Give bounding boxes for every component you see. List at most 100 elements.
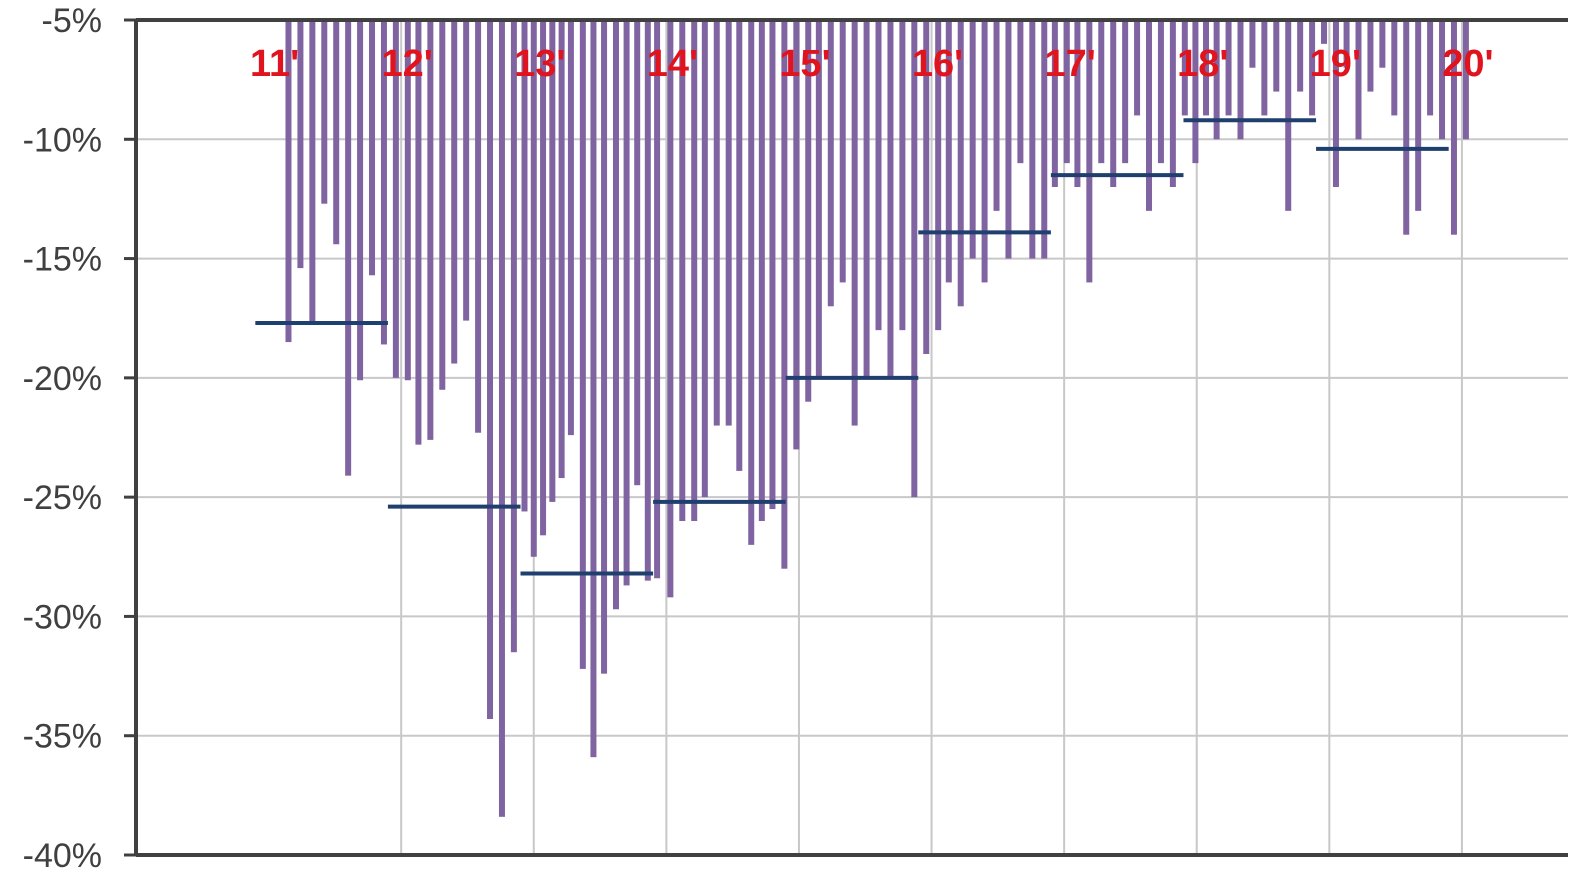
bar	[725, 20, 732, 426]
bar	[1029, 20, 1036, 259]
bar	[691, 20, 698, 521]
bar	[392, 20, 399, 378]
x-tick-label: 15'	[779, 43, 830, 85]
y-tick-labels: -5% -10% -15% -20% -25% -30% -35% -40%	[23, 2, 102, 875]
bar	[1285, 20, 1292, 211]
bar	[1321, 20, 1328, 44]
x-tick-label: 13'	[514, 43, 565, 85]
bar	[911, 20, 918, 498]
y-tick-label: -10%	[23, 121, 102, 159]
bar	[549, 20, 556, 502]
bar	[1415, 20, 1422, 211]
bar	[713, 20, 720, 426]
bar	[815, 20, 822, 378]
bar	[851, 20, 858, 426]
bar	[1110, 20, 1117, 187]
x-tick-label: 12'	[382, 43, 433, 85]
bar	[1017, 20, 1024, 164]
bar-series	[285, 20, 1469, 817]
bar	[769, 20, 776, 510]
bar	[1203, 20, 1210, 116]
bar	[758, 20, 765, 521]
y-tick-label: -5%	[42, 2, 102, 40]
axes	[124, 18, 1568, 857]
bar	[285, 20, 292, 343]
bar	[415, 20, 422, 445]
bar	[612, 20, 619, 610]
bar	[1391, 20, 1398, 116]
bar	[1051, 20, 1058, 187]
bar	[654, 20, 661, 579]
bar	[969, 20, 976, 259]
bar	[781, 20, 788, 569]
average-lines	[255, 118, 1449, 576]
bar	[839, 20, 846, 283]
bar	[623, 20, 630, 586]
bar	[1367, 20, 1374, 92]
bar	[1450, 20, 1457, 235]
bar	[427, 20, 434, 440]
x-tick-labels: 11' 12' 13' 14' 15' 16' 17' 18' 19' 20'	[250, 43, 1494, 85]
bar	[1249, 20, 1256, 68]
bar	[1379, 20, 1386, 68]
y-tick-label: -35%	[23, 718, 102, 756]
bar	[321, 20, 328, 204]
bar	[945, 20, 952, 283]
bar	[875, 20, 882, 331]
bar	[540, 20, 547, 536]
bar	[369, 20, 376, 276]
bar	[748, 20, 755, 545]
bar	[1237, 20, 1244, 140]
x-tick-label: 14'	[647, 43, 698, 85]
bar	[899, 20, 906, 331]
bar	[1297, 20, 1304, 92]
bar	[1261, 20, 1268, 116]
bar	[439, 20, 446, 390]
bar	[701, 20, 708, 498]
bar	[521, 20, 528, 512]
bar	[558, 20, 565, 479]
bar	[1439, 20, 1446, 140]
bar	[510, 20, 517, 653]
bar	[404, 20, 411, 381]
bar	[1146, 20, 1153, 211]
bar	[887, 20, 894, 378]
y-tick-label: -20%	[23, 360, 102, 398]
bar	[530, 20, 537, 557]
bar	[1273, 20, 1280, 92]
bar	[567, 20, 574, 436]
y-tick-label: -30%	[23, 598, 102, 636]
y-tick-label: -40%	[23, 837, 102, 875]
bar	[475, 20, 482, 433]
bar	[451, 20, 458, 364]
bar	[1157, 20, 1164, 164]
bar	[1192, 20, 1199, 164]
bar	[1355, 20, 1362, 140]
bar	[736, 20, 743, 471]
bar	[957, 20, 964, 307]
bar	[863, 20, 870, 378]
bar	[333, 20, 340, 245]
bar	[579, 20, 586, 669]
bar	[793, 20, 800, 450]
bar	[1332, 20, 1339, 187]
x-tick-label: 17'	[1044, 43, 1095, 85]
bar	[1041, 20, 1048, 259]
bar	[1005, 20, 1012, 259]
bar	[1074, 20, 1081, 187]
bar	[1134, 20, 1141, 116]
bar	[923, 20, 930, 354]
bar	[1122, 20, 1129, 164]
y-tick-label: -15%	[23, 241, 102, 279]
bar	[1343, 20, 1350, 68]
bar	[827, 20, 834, 307]
bar	[679, 20, 686, 521]
x-tick-label: 16'	[912, 43, 963, 85]
y-tick-label: -25%	[23, 479, 102, 517]
x-tick-label: 19'	[1310, 43, 1361, 85]
bar	[1309, 20, 1316, 116]
bar	[1462, 20, 1469, 140]
x-tick-label: 18'	[1177, 43, 1228, 85]
bar	[935, 20, 942, 331]
